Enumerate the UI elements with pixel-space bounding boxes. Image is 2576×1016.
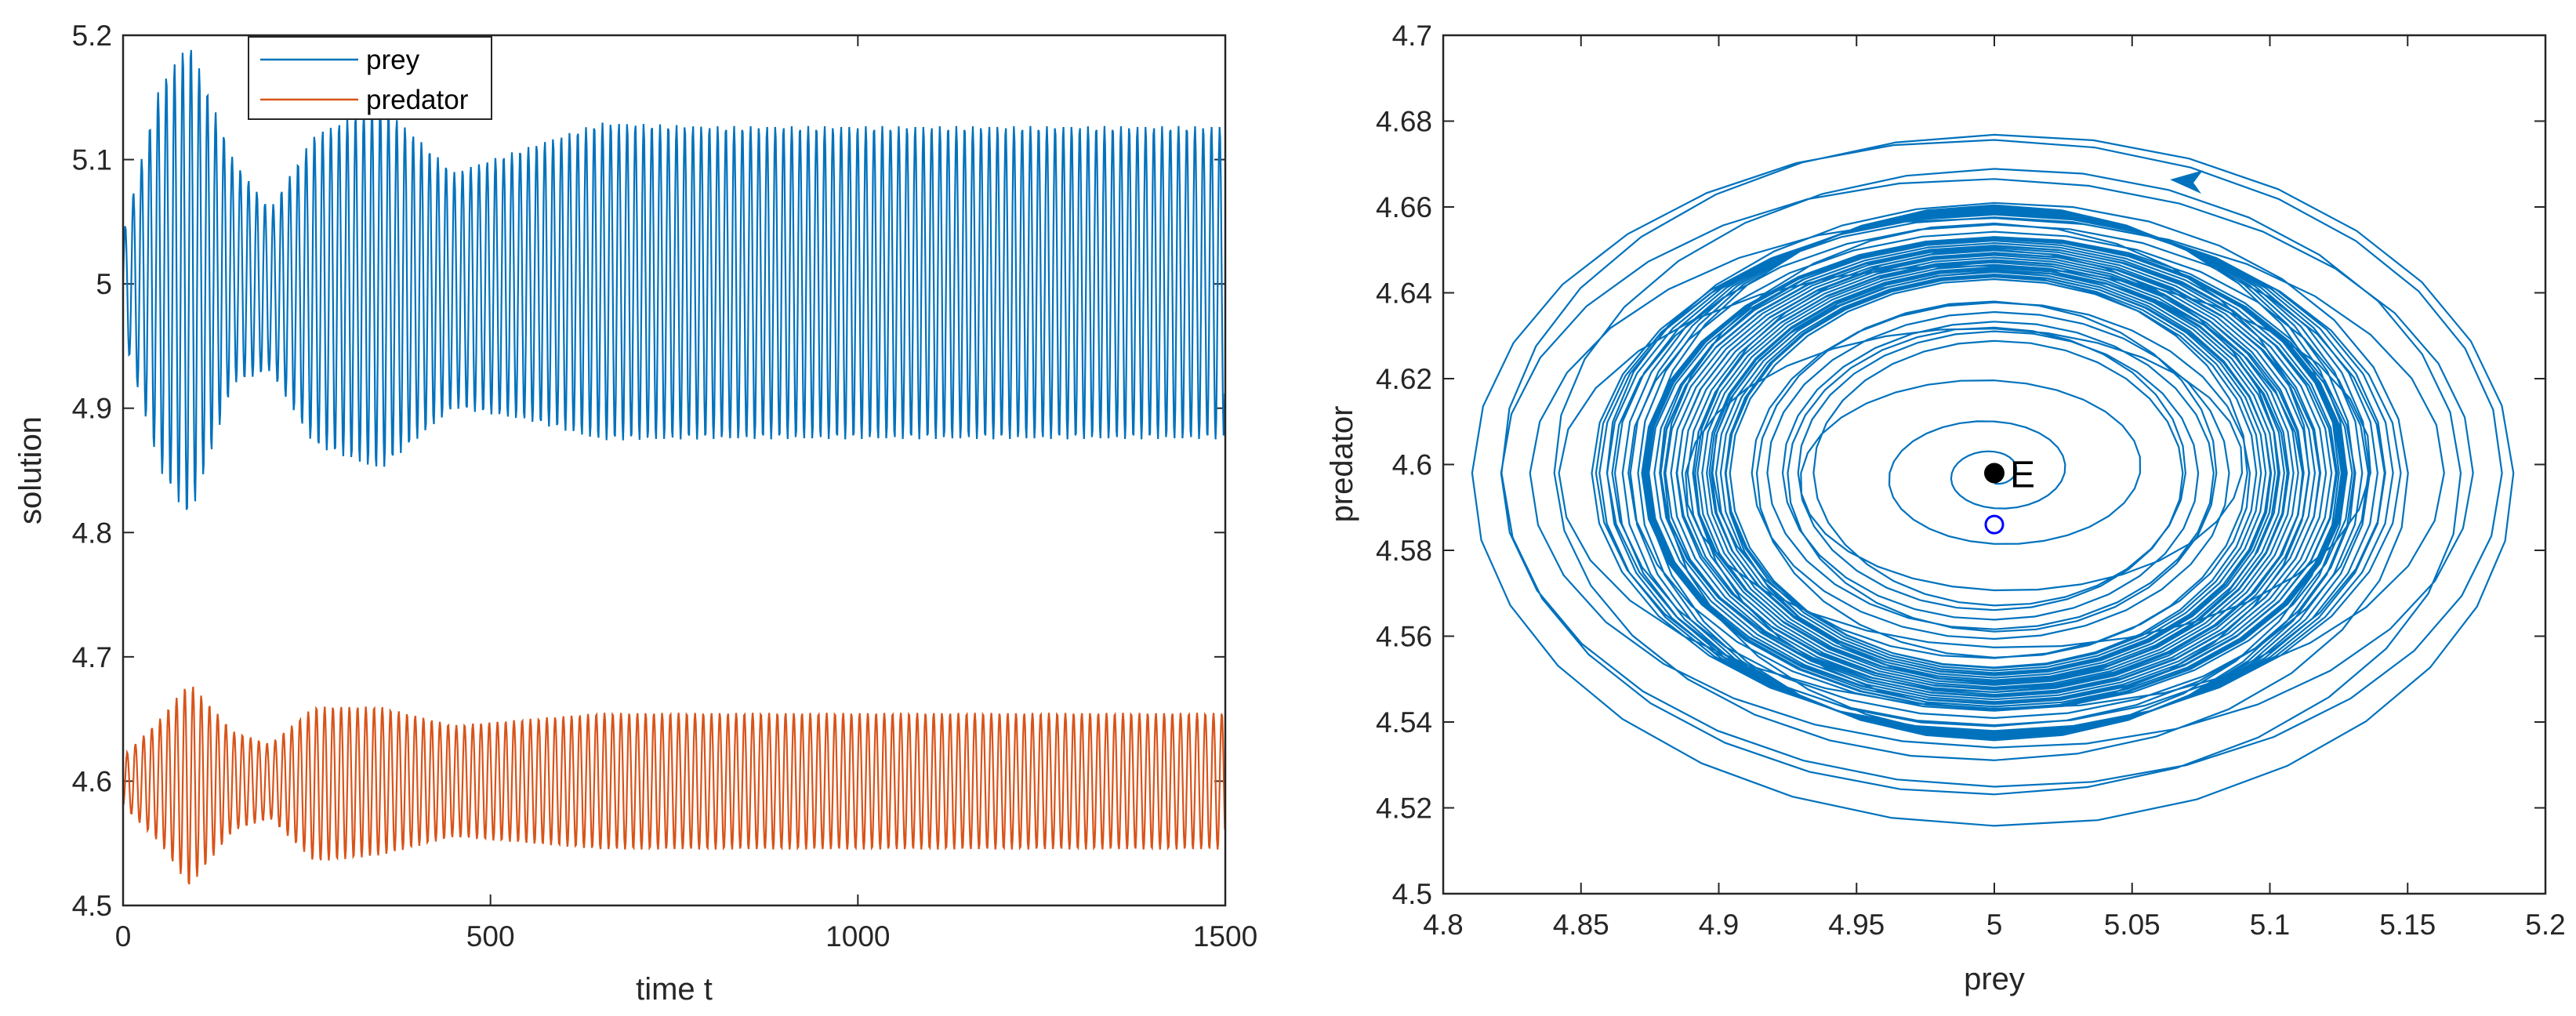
pp-x-tick-label: 5.15 bbox=[2379, 909, 2436, 941]
ts-y-tick-label: 4.6 bbox=[72, 765, 112, 797]
initial-point-marker bbox=[1984, 514, 2005, 535]
pp-x-tick-label: 4.95 bbox=[1828, 909, 1885, 941]
ts-y-tick-label: 5.1 bbox=[72, 144, 112, 176]
pp-y-tick-label: 4.62 bbox=[1376, 363, 1432, 395]
ts-x-tick-label: 1000 bbox=[825, 920, 890, 952]
ts-y-axis-label: solution bbox=[13, 416, 48, 524]
pp-y-tick-label: 4.54 bbox=[1376, 706, 1432, 738]
pp-tick-labels: 4.8 4.85 4.9 4.95 5 5.05 5.1 5.15 5.2 4.5 4.52 4.54… bbox=[1376, 20, 2566, 941]
pp-y-tick-label: 4.58 bbox=[1376, 535, 1432, 567]
legend-prey-label: prey bbox=[366, 45, 420, 75]
legend: prey predator bbox=[248, 36, 492, 120]
pp-x-axis-label: prey bbox=[1964, 962, 2025, 996]
equilibrium-point bbox=[1984, 463, 2005, 484]
pp-x-tick-label: 5.2 bbox=[2525, 909, 2565, 941]
equilibrium-label: E bbox=[2010, 454, 2035, 495]
pp-y-tick-label: 4.66 bbox=[1376, 191, 1432, 223]
prey-series-line bbox=[122, 49, 1226, 510]
pp-axes-box bbox=[1442, 34, 2547, 895]
legend-predator-label: predator bbox=[366, 85, 469, 115]
pp-y-tick-label: 4.52 bbox=[1376, 793, 1432, 825]
pp-x-tick-label: 4.8 bbox=[1423, 909, 1463, 941]
pp-x-tick-label: 5 bbox=[1986, 909, 2003, 941]
ts-axes-background bbox=[123, 35, 1225, 905]
ts-x-tick-label: 1500 bbox=[1193, 920, 1257, 952]
pp-y-tick-label: 4.5 bbox=[1392, 878, 1432, 910]
pp-x-tick-label: 5.1 bbox=[2250, 909, 2290, 941]
time-series-plot: 0 500 1000 1500 4.5 4.6 4.7 4.8 4.9 5 5.1 5.2 time … bbox=[13, 20, 1257, 1007]
ts-y-tick-label: 5 bbox=[96, 268, 112, 300]
pp-y-tick-label: 4.6 bbox=[1392, 449, 1432, 481]
pp-x-tick-label: 4.85 bbox=[1553, 909, 1609, 941]
pp-y-tick-label: 4.64 bbox=[1376, 278, 1432, 310]
pp-y-tick-label: 4.7 bbox=[1392, 20, 1432, 52]
ts-x-tick-label: 500 bbox=[466, 920, 515, 952]
pp-y-axis-label: predator bbox=[1325, 406, 1359, 523]
pp-y-tick-label: 4.68 bbox=[1376, 106, 1432, 138]
legend-box bbox=[248, 36, 492, 120]
ts-x-tick-label: 0 bbox=[115, 920, 132, 952]
ts-tick-labels: 0 500 1000 1500 4.5 4.6 4.7 4.8 4.9 5 5.1 5.2 bbox=[72, 20, 1258, 952]
ts-x-axis-label: time t bbox=[636, 972, 713, 1007]
phase-portrait-plot: E 4.8 4.85 4.9 4.95 5 5.05 5.1 5.15 5.24.54.524.… bbox=[1325, 20, 2566, 996]
ts-y-tick-label: 4.5 bbox=[72, 890, 112, 922]
phase-trajectory bbox=[1471, 133, 2515, 827]
ts-axes-box bbox=[122, 34, 1227, 907]
pp-y-tick-label: 4.56 bbox=[1376, 621, 1432, 653]
ts-y-tick-label: 4.9 bbox=[72, 393, 112, 425]
pp-x-tick-label: 4.9 bbox=[1699, 909, 1739, 941]
direction-arrow-icon bbox=[2170, 170, 2204, 194]
ts-y-tick-label: 4.8 bbox=[72, 517, 112, 549]
ts-y-tick-label: 5.2 bbox=[72, 20, 112, 52]
pp-x-tick-label: 5.05 bbox=[2104, 909, 2161, 941]
ts-y-tick-label: 4.7 bbox=[72, 641, 112, 673]
predator-series-line bbox=[122, 686, 1226, 885]
